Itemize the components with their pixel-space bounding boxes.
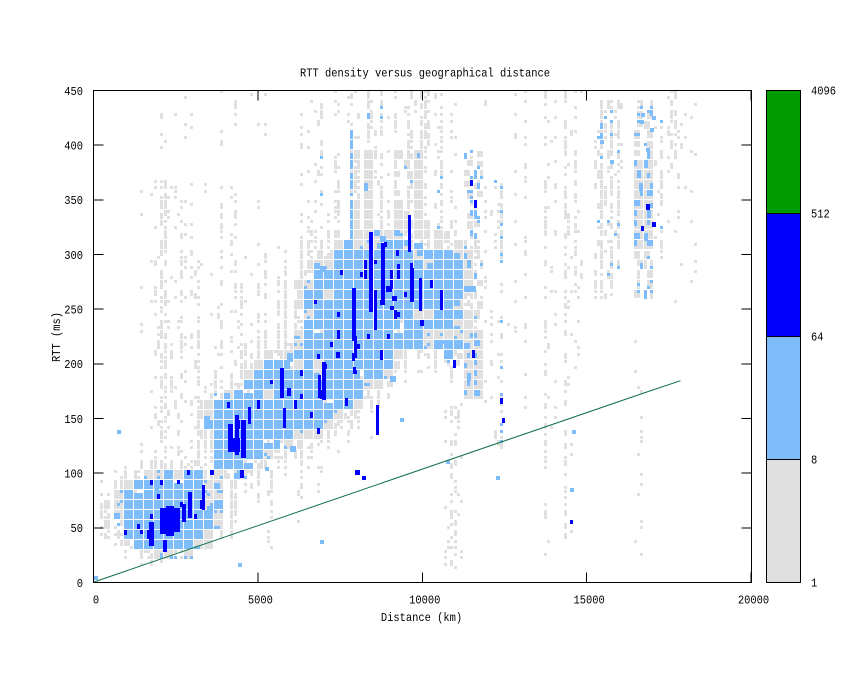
svg-text:250: 250 (64, 304, 83, 318)
svg-text:150: 150 (64, 413, 83, 427)
svg-text:350: 350 (64, 194, 83, 208)
svg-text:64: 64 (811, 331, 824, 345)
svg-text:200: 200 (64, 358, 83, 372)
svg-text:100: 100 (64, 468, 83, 482)
svg-text:Distance (km): Distance (km) (381, 611, 462, 625)
svg-text:10000: 10000 (409, 593, 440, 607)
svg-text:RTT (ms): RTT (ms) (50, 312, 64, 362)
svg-text:RTT density versus geographica: RTT density versus geographical distance (300, 67, 550, 81)
svg-text:4096: 4096 (811, 85, 836, 99)
svg-text:450: 450 (64, 85, 83, 99)
svg-text:300: 300 (64, 249, 83, 263)
svg-text:0: 0 (77, 577, 83, 591)
svg-text:20000: 20000 (738, 593, 769, 607)
svg-text:5000: 5000 (248, 593, 273, 607)
svg-text:400: 400 (64, 140, 83, 154)
svg-text:50: 50 (71, 522, 84, 536)
svg-text:1: 1 (811, 577, 817, 591)
svg-text:8: 8 (811, 454, 817, 468)
svg-text:512: 512 (811, 208, 830, 222)
svg-text:15000: 15000 (573, 593, 604, 607)
svg-text:0: 0 (93, 593, 99, 607)
